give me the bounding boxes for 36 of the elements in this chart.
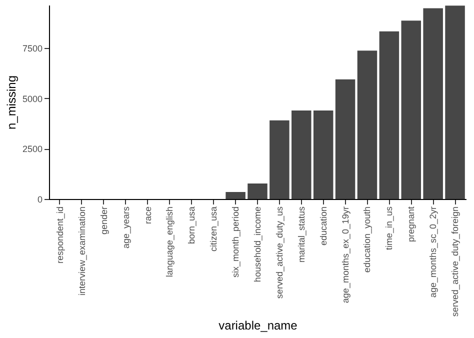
x-tick-label: time_in_us: [384, 206, 394, 250]
bar: [423, 8, 443, 199]
y-axis-title: n_missing: [4, 75, 18, 130]
bar: [401, 20, 422, 199]
x-tick-label: six_month_period: [230, 206, 241, 278]
x-tick-label: education: [318, 206, 328, 246]
x-tick-label: age_months_sc_0_2yr: [428, 206, 438, 298]
bar: [313, 110, 334, 199]
y-tick-label: 0: [37, 194, 42, 204]
x-tick-label: gender: [98, 206, 109, 235]
bar: [445, 6, 465, 199]
x-tick-label: citizen_usa: [208, 206, 219, 252]
x-tick-label: served_active_duty_foreign: [450, 206, 460, 317]
x-tick-label: marital_status: [296, 206, 306, 263]
bar: [248, 184, 268, 199]
x-tick-label: age_months_ex_0_19yr: [340, 206, 350, 304]
x-tick-label: interview_examination: [76, 206, 87, 296]
bar: [335, 79, 356, 199]
bar: [379, 31, 400, 199]
bar: [226, 192, 246, 199]
x-tick-label: pregnant: [406, 206, 416, 242]
x-tick-label: born_usa: [186, 206, 197, 244]
bar: [270, 120, 290, 199]
x-tick-label: age_years: [120, 206, 131, 249]
x-tick-label: race: [142, 206, 153, 224]
x-tick-label: household_income: [252, 206, 262, 282]
x-tick-label: served_active_duty_us: [274, 206, 284, 299]
x-tick-label: language_english: [164, 206, 175, 278]
x-tick-label: education_youth: [362, 206, 372, 273]
x-tick-label: respondent_id: [54, 206, 65, 264]
y-tick-label: 7500: [22, 44, 42, 54]
y-tick-label: 2500: [22, 144, 42, 154]
y-tick-label: 5000: [22, 94, 42, 104]
bar: [292, 110, 312, 199]
x-axis-title: variable_name: [218, 318, 298, 333]
bar: [357, 50, 378, 199]
